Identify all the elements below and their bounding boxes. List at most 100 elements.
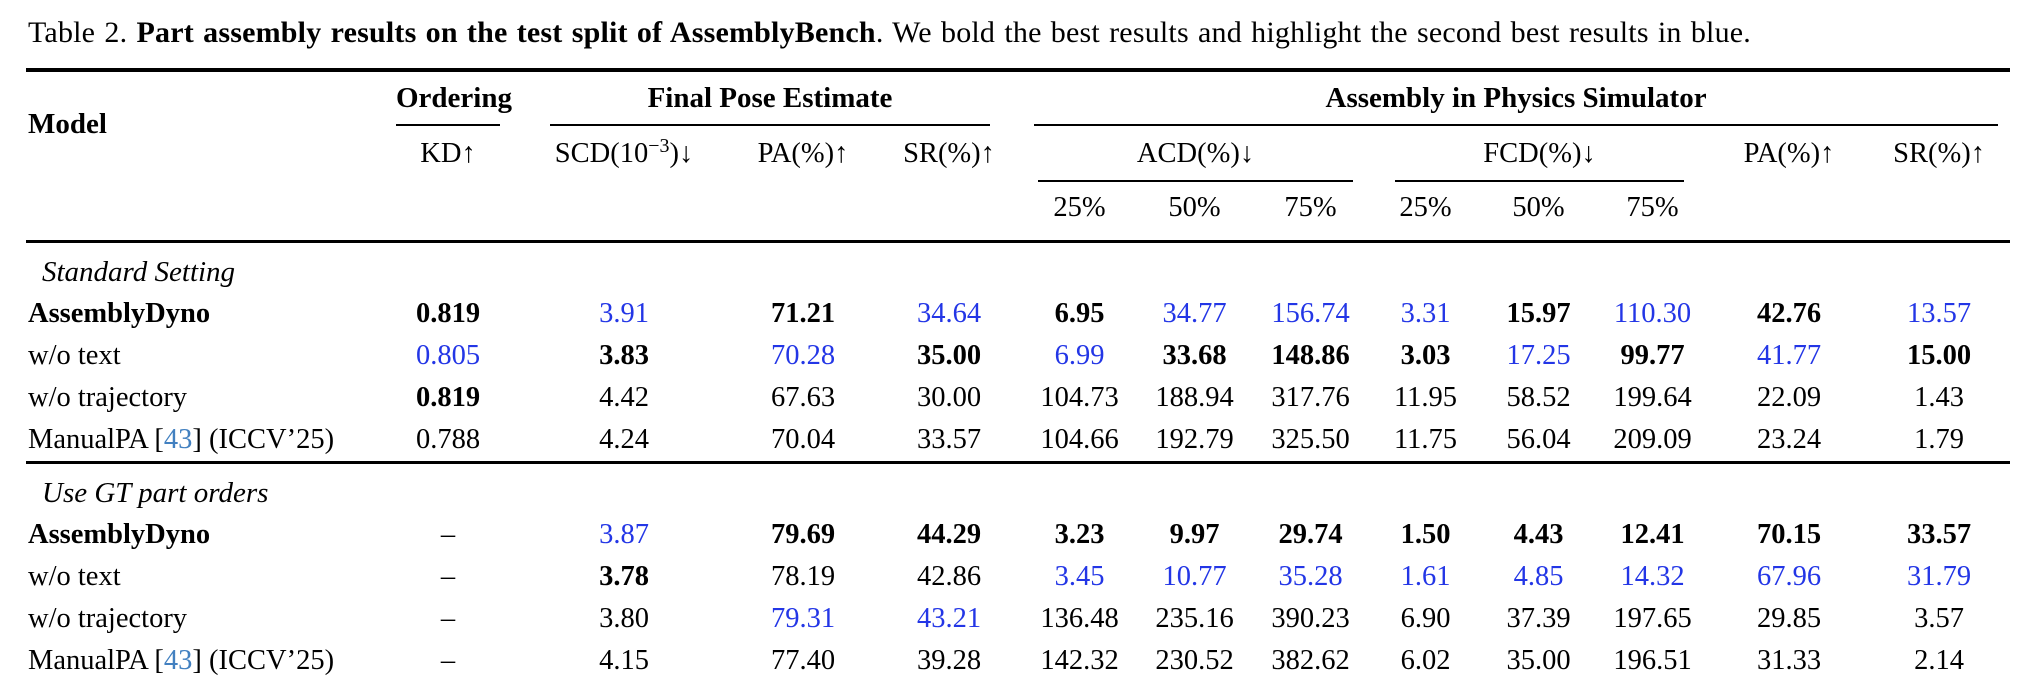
metric-value: 34.64 — [916, 297, 982, 329]
results-table-frame: Model Ordering Final Pose Estimate Assem… — [26, 67, 2011, 686]
metric-value: 3.57 — [1914, 602, 1964, 634]
metric-value: 9.97 — [1169, 518, 1220, 550]
column-group-final-pose: Final Pose Estimate — [518, 72, 1022, 126]
metric-value: 4.24 — [599, 423, 649, 455]
model-name: ManualPA [43] (ICCV’25) — [28, 423, 335, 455]
metric-value: 136.48 — [1040, 602, 1119, 634]
metric-value: 67.96 — [1756, 560, 1822, 592]
metric-value: 42.86 — [916, 560, 982, 592]
section-title: Use GT part orders — [26, 460, 2011, 514]
caption-rest: . We bold the best results and highlight… — [875, 16, 1751, 49]
metric-value: 56.04 — [1506, 423, 1571, 455]
metric-value: 3.80 — [599, 602, 649, 634]
model-name: w/o trajectory — [28, 602, 188, 634]
table-header: Model Ordering Final Pose Estimate Assem… — [26, 72, 2010, 242]
header-metric-row: KD↑ SCD(10−3)↓ PA(%)↑ SR(%)↑ ACD(%)↓ FCD… — [26, 126, 2010, 182]
metric-value: 3.45 — [1054, 560, 1105, 592]
metric-value: 6.99 — [1054, 339, 1105, 371]
model-name: ManualPA [43] (ICCV’25) — [28, 644, 335, 676]
citation-link[interactable]: 43 — [163, 644, 193, 676]
metric-value: 110.30 — [1613, 297, 1692, 329]
metric-value: 70.15 — [1756, 518, 1822, 550]
metric-value: 79.69 — [770, 518, 836, 550]
metric-value: 235.16 — [1155, 602, 1234, 634]
metric-value: 23.24 — [1756, 423, 1822, 455]
metric-value: 148.86 — [1271, 339, 1350, 371]
metric-value: 77.40 — [770, 644, 836, 676]
metric-value: 78.19 — [770, 560, 836, 592]
header-threshold-row: 25% 50% 75% 25% 50% 75% — [26, 182, 2010, 242]
model-name: w/o text — [28, 339, 121, 371]
metric-value: 17.25 — [1506, 339, 1571, 371]
section-title-row: Use GT part orders — [26, 460, 2011, 514]
metric-value: 199.64 — [1613, 381, 1692, 413]
metric-value: 192.79 — [1155, 423, 1234, 455]
metric-value: 188.94 — [1155, 381, 1234, 413]
table-row: w/o text 0.805 3.83 70.28 35.00 6.99 33.68 148.… — [26, 335, 2010, 377]
table-row: w/o trajectory 0.819 4.42 67.63 30.00 104.73 1… — [26, 377, 2010, 419]
column-header-pa-sim: PA(%)↑ — [1743, 137, 1835, 169]
metric-value: – — [440, 644, 456, 676]
metric-value: 15.97 — [1506, 297, 1571, 329]
metric-value: 3.87 — [599, 518, 649, 550]
metric-value: – — [440, 602, 456, 634]
metric-value: 70.04 — [770, 423, 836, 455]
metric-value: 6.02 — [1400, 644, 1451, 676]
column-header-scd: SCD(10−3)↓ — [554, 134, 694, 169]
metric-value: 34.77 — [1162, 297, 1227, 329]
metric-value: 29.85 — [1756, 602, 1822, 634]
metric-value: 43.21 — [916, 602, 982, 634]
metric-value: 22.09 — [1756, 381, 1822, 413]
caption-tag: Table 2. — [28, 16, 128, 49]
model-name: AssemblyDyno — [28, 518, 211, 550]
metric-value: 156.74 — [1271, 297, 1350, 329]
metric-value: 42.76 — [1756, 297, 1822, 329]
metric-value: 3.83 — [599, 339, 649, 371]
column-header-fcd-50: 50% — [1512, 191, 1565, 223]
table-row: ManualPA [43] (ICCV’25) 0.788 4.24 70.04 33.… — [26, 419, 2010, 463]
metric-value: 1.61 — [1400, 560, 1451, 592]
metric-value: – — [440, 560, 456, 592]
metric-value: 71.21 — [770, 297, 836, 329]
results-table: Model Ordering Final Pose Estimate Assem… — [26, 72, 2011, 686]
metric-value: 67.63 — [770, 381, 836, 413]
citation-link[interactable]: 43 — [163, 423, 193, 455]
metric-value: 230.52 — [1155, 644, 1234, 676]
metric-value: 104.73 — [1040, 381, 1119, 413]
column-group-fcd: FCD(%)↓ — [1369, 126, 1710, 182]
metric-value: 3.31 — [1400, 297, 1451, 329]
metric-value: 390.23 — [1271, 602, 1350, 634]
caption-bold-text: Part assembly results on the test split … — [127, 16, 876, 49]
model-name: w/o trajectory — [28, 381, 188, 413]
metric-value: 37.39 — [1506, 602, 1571, 634]
metric-value: 35.28 — [1278, 560, 1343, 592]
column-header-sr-pose: SR(%)↑ — [903, 137, 995, 169]
metric-value: 4.42 — [599, 381, 649, 413]
metric-value: 6.90 — [1400, 602, 1451, 634]
column-header-model: Model — [28, 107, 107, 140]
metric-value: 35.00 — [916, 339, 982, 371]
metric-value: 1.50 — [1400, 518, 1451, 550]
metric-value: 2.14 — [1914, 644, 1964, 676]
metric-value: 0.819 — [415, 381, 481, 413]
metric-value: 3.03 — [1400, 339, 1451, 371]
table-caption: Table 2. Part assembly results on the te… — [26, 6, 2010, 68]
metric-value: 58.52 — [1506, 381, 1571, 413]
metric-value: 4.15 — [599, 644, 649, 676]
table-row: w/o trajectory – 3.80 79.31 43.21 136.48 235.1… — [26, 598, 2010, 640]
metric-value: 11.75 — [1393, 423, 1458, 455]
metric-value: 35.00 — [1506, 644, 1571, 676]
metric-value: 70.28 — [770, 339, 836, 371]
metric-value: 3.23 — [1054, 518, 1105, 550]
metric-value: 31.79 — [1906, 560, 1972, 592]
metric-value: 325.50 — [1271, 423, 1350, 455]
metric-value: 15.00 — [1906, 339, 1972, 371]
column-header-acd-75: 75% — [1284, 191, 1337, 223]
metric-value: 33.68 — [1162, 339, 1227, 371]
metric-value: 31.33 — [1756, 644, 1822, 676]
column-header-pa-pose: PA(%)↑ — [757, 137, 849, 169]
metric-value: 142.32 — [1040, 644, 1119, 676]
model-name: AssemblyDyno — [28, 297, 211, 329]
metric-value: 12.41 — [1620, 518, 1685, 550]
